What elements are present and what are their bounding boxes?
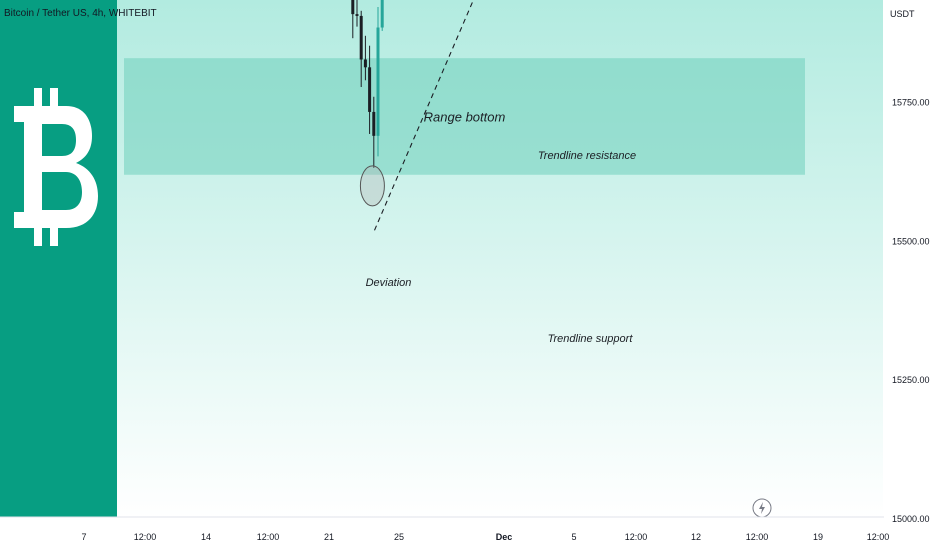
- chart-title: Bitcoin / Tether US, 4h, WHITEBIT: [4, 8, 157, 19]
- candle: [372, 96, 376, 168]
- candle: [351, 0, 355, 39]
- candles: [351, 0, 384, 168]
- x-tick-label: 7: [81, 532, 86, 542]
- y-tick-label: 15500.00: [892, 236, 930, 246]
- deviation-label: Deviation: [366, 277, 412, 289]
- deviation-circle: [359, 165, 385, 207]
- candle: [355, 0, 359, 27]
- range-bottom-label: Range bottom: [424, 109, 506, 124]
- candle-body: [368, 67, 372, 112]
- candle-body: [351, 0, 355, 15]
- candle: [363, 35, 367, 81]
- x-tick-label: 14: [201, 532, 211, 542]
- x-tick-label: 12:00: [746, 532, 769, 542]
- x-tick-label: 21: [324, 532, 334, 542]
- x-tick-label: 19: [813, 532, 823, 542]
- trendline-support-label: Trendline support: [548, 333, 634, 345]
- range-bottom-zone: [124, 58, 805, 175]
- lightning-bolt-icon[interactable]: [752, 498, 772, 518]
- x-tick-label: 12:00: [134, 532, 157, 542]
- candle-body: [380, 0, 384, 28]
- x-tick-label: 12:00: [625, 532, 648, 542]
- x-tick-label: 12:00: [257, 532, 280, 542]
- x-tick-label: 5: [571, 532, 576, 542]
- y-tick-label: 15250.00: [892, 375, 930, 385]
- candle-body: [363, 59, 367, 68]
- trendline-resistance-label: Trendline resistance: [538, 150, 636, 162]
- candle-body: [355, 14, 359, 16]
- bitcoin-logo-icon: [14, 88, 98, 246]
- candle-body: [376, 27, 380, 136]
- candle-body: [372, 111, 376, 136]
- y-tick-label: 15000.00: [892, 514, 930, 524]
- candle-body: [359, 15, 363, 60]
- x-tick-label: Dec: [496, 532, 513, 542]
- y-tick-label: 15750.00: [892, 98, 930, 108]
- time-axis[interactable]: [0, 517, 884, 550]
- candle: [368, 45, 372, 134]
- x-tick-label: 25: [394, 532, 404, 542]
- axis-currency-label: USDT: [890, 9, 915, 19]
- candle: [359, 10, 363, 88]
- x-tick-label: 12:00: [867, 532, 890, 542]
- x-tick-label: 12: [691, 532, 701, 542]
- logo-panel: [0, 0, 117, 517]
- price-axis[interactable]: [884, 0, 932, 550]
- candle: [380, 0, 384, 31]
- candle: [376, 7, 380, 157]
